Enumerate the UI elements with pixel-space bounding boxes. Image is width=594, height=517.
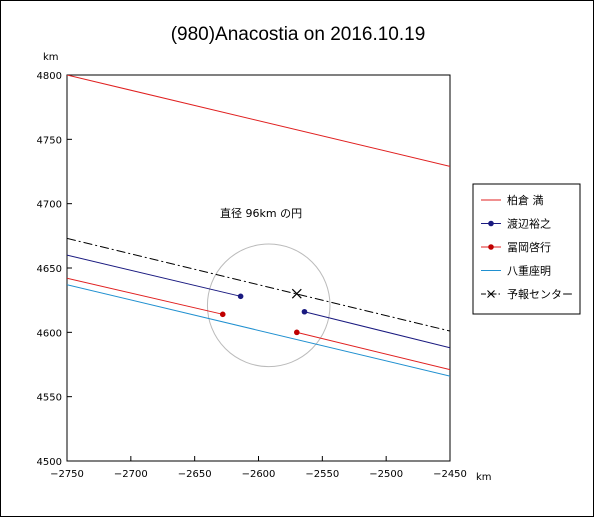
- series-3-point: [294, 329, 300, 336]
- x-marker-stroke: [291, 288, 302, 299]
- y-tick-label: 4700: [37, 200, 62, 211]
- x-tick-label: −2500: [369, 469, 403, 480]
- legend-swatch-marker: [488, 220, 494, 227]
- x-tick-label: −2750: [50, 469, 84, 480]
- diameter-circle: [206, 243, 331, 368]
- legend-entry-4: 八重座明: [481, 264, 551, 278]
- series-2-point: [301, 308, 308, 315]
- legend-entry-1: 柏倉 満: [481, 193, 544, 207]
- x-tick-label: −2450: [433, 469, 467, 480]
- legend-label: 予報センター: [507, 288, 573, 301]
- x-axis-ticks: −2750 −2700 −2650 −2600 −2550 −2500 −2450: [50, 456, 467, 480]
- y-tick-label: 4800: [37, 71, 62, 82]
- series-5-line: [67, 237, 450, 332]
- series-2-segment-1: [67, 254, 241, 297]
- series-3-segment-2: [296, 331, 450, 371]
- chart-title: (980)Anacostia on 2016.10.19: [171, 24, 426, 45]
- y-tick-label: 4750: [37, 135, 62, 146]
- legend-entry-2: 渡辺裕之: [481, 217, 551, 231]
- y-axis-unit: km: [43, 52, 59, 63]
- legend-label: 冨岡啓行: [507, 240, 551, 254]
- legend-swatch-marker: [487, 290, 495, 298]
- x-tick-label: −2550: [305, 469, 339, 480]
- series-2-segment-2: [304, 311, 450, 349]
- legend-entry-3: 冨岡啓行: [481, 240, 551, 254]
- plot-content: [67, 75, 450, 377]
- y-tick-label: 4650: [37, 264, 62, 275]
- circle-annotation: 直径 96km の円: [220, 206, 302, 220]
- x-axis-unit: km: [476, 472, 492, 483]
- legend-swatch-marker: [488, 244, 494, 250]
- legend-label: 八重座明: [507, 264, 551, 278]
- legend-entry-5: 予報センター: [481, 288, 573, 301]
- series-1-line: [67, 75, 450, 167]
- y-tick-label: 4500: [37, 457, 62, 468]
- x-tick-label: −2600: [242, 469, 276, 480]
- x-tick-label: −2700: [114, 469, 148, 480]
- series-3-point: [219, 311, 226, 318]
- series-layer: [67, 75, 450, 377]
- legend-label: 渡辺裕之: [507, 217, 551, 231]
- legend-label: 柏倉 満: [507, 193, 544, 207]
- x-tick-label: −2650: [178, 469, 212, 480]
- series-5-x-marker: [291, 288, 302, 299]
- series-4-line: [67, 284, 450, 377]
- series-2-point: [237, 293, 244, 300]
- y-tick-label: 4550: [37, 393, 62, 404]
- y-tick-label: 4600: [37, 328, 62, 339]
- series-3-segment-1: [67, 277, 223, 315]
- plot-area: [66, 74, 451, 462]
